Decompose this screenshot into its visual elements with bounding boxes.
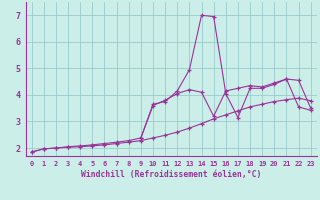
X-axis label: Windchill (Refroidissement éolien,°C): Windchill (Refroidissement éolien,°C) [81, 170, 261, 179]
